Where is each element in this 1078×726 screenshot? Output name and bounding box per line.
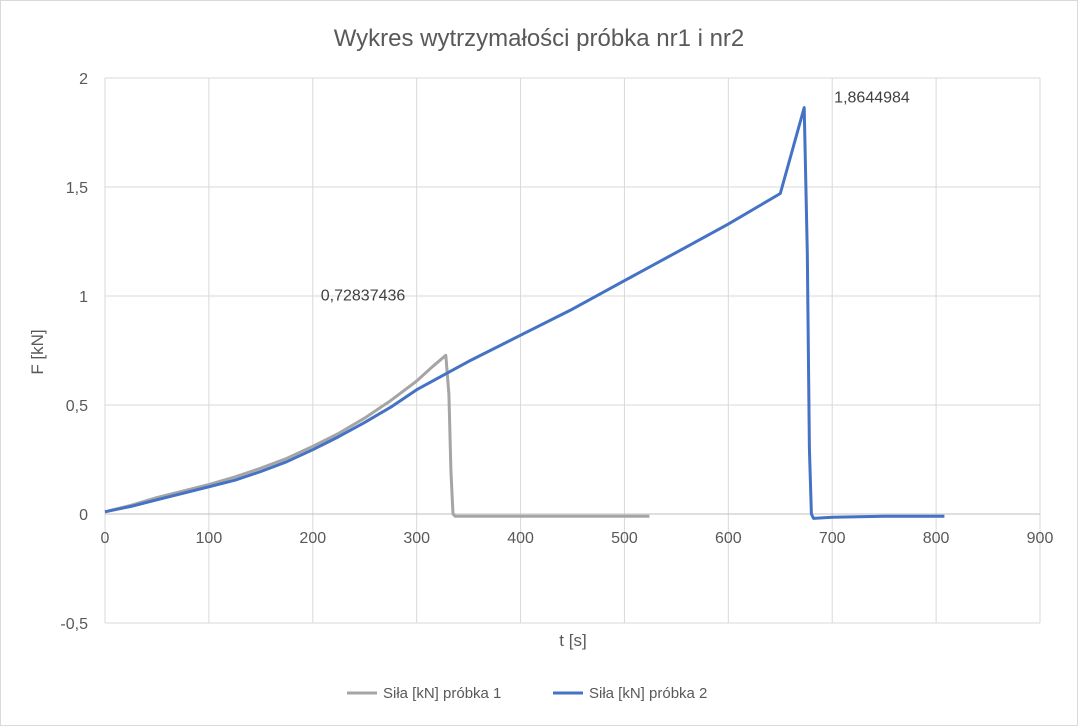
- series-line-1: [104, 353, 650, 518]
- x-tick-label: 500: [611, 530, 638, 547]
- x-tick-label: 200: [299, 530, 326, 547]
- data-label: 1,8644984: [834, 90, 910, 107]
- legend-label-series-2: Siła [kN] próbka 2: [589, 685, 707, 702]
- x-tick-label: 100: [196, 530, 223, 547]
- y-tick-label: -0,5: [60, 616, 88, 633]
- x-tick-label: 0: [101, 530, 110, 547]
- x-axis-label: t [s]: [559, 631, 586, 650]
- x-tick-label: 800: [923, 530, 950, 547]
- y-tick-label: 0: [79, 507, 88, 524]
- x-tick-label: 600: [715, 530, 742, 547]
- series-line-2: [104, 106, 945, 520]
- legend: Siła [kN] próbka 1 Siła [kN] próbka 2: [347, 685, 707, 702]
- gridlines: [104, 77, 1041, 624]
- x-tick-label: 900: [1027, 530, 1054, 547]
- annotations: 0,72837436 1,8644984: [321, 90, 910, 305]
- y-axis-label: F [kN]: [28, 329, 47, 374]
- y-tick-label: 1: [79, 289, 88, 306]
- x-tick-label: 700: [819, 530, 846, 547]
- y-axis-ticks: -0,5 0 0,5 1 1,5 2: [60, 71, 88, 633]
- x-tick-label: 300: [403, 530, 430, 547]
- y-tick-label: 2: [79, 71, 88, 88]
- data-label: 0,72837436: [321, 287, 406, 304]
- x-tick-label: 400: [507, 530, 534, 547]
- y-tick-label: 1,5: [66, 180, 88, 197]
- series-layer: [104, 106, 945, 520]
- legend-label-series-1: Siła [kN] próbka 1: [383, 685, 501, 702]
- chart-title: Wykres wytrzymałości próbka nr1 i nr2: [334, 25, 745, 52]
- x-axis-ticks: 0 100 200 300 400 500 600 700 800 900: [101, 530, 1054, 547]
- y-tick-label: 0,5: [66, 398, 88, 415]
